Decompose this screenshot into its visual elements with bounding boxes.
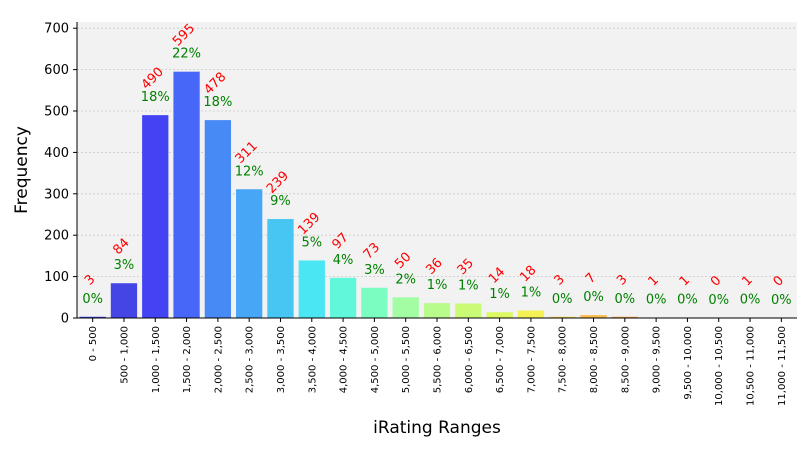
x-tick-label: 7,500 - 8,000	[558, 326, 569, 393]
x-axis-label: iRating Ranges	[373, 418, 501, 438]
percent-label: 4%	[333, 253, 354, 268]
percent-label: 5%	[301, 235, 322, 250]
bar	[486, 312, 513, 318]
x-tick-label: 6,500 - 7,000	[495, 326, 506, 393]
x-tick-label: 7,000 - 7,500	[526, 326, 537, 393]
bar	[298, 260, 325, 318]
percent-label: 0%	[82, 292, 103, 307]
x-tick-label: 6,000 - 6,500	[464, 326, 475, 393]
x-axis-ticks: 0 - 500 500 - 1,000 1,000 - 1,500 1,500 - 2…	[88, 318, 788, 406]
bar	[267, 219, 294, 318]
y-tick-label: 100	[44, 270, 69, 285]
percent-label: 0%	[740, 293, 761, 308]
y-tick-label: 200	[44, 229, 69, 244]
percent-label: 18%	[203, 95, 232, 110]
percent-label: 3%	[114, 258, 135, 273]
x-tick-label: 9,500 - 10,000	[683, 326, 694, 400]
y-tick-label: 700	[44, 22, 69, 37]
y-axis-label: Frequency	[12, 126, 32, 214]
percent-label: 0%	[708, 293, 729, 308]
x-tick-label: 10,500 - 11,000	[746, 326, 757, 406]
x-tick-label: 8,500 - 9,000	[620, 326, 631, 393]
bar	[361, 287, 388, 318]
percent-label: 1%	[521, 286, 542, 301]
bar	[455, 303, 482, 318]
percent-label: 0%	[552, 292, 573, 307]
bar	[611, 316, 638, 318]
x-tick-label: 0 - 500	[88, 326, 99, 361]
bar	[580, 315, 607, 318]
bar	[79, 316, 106, 318]
percent-label: 1%	[427, 278, 448, 293]
x-tick-label: 3,000 - 3,500	[276, 326, 287, 393]
percent-label: 1%	[458, 279, 479, 294]
x-tick-label: 4,500 - 5,000	[370, 326, 381, 393]
y-tick-label: 300	[44, 187, 69, 202]
x-tick-label: 5,500 - 6,000	[433, 326, 444, 393]
bar	[110, 283, 138, 318]
bar	[517, 310, 545, 318]
y-tick-label: 0	[61, 312, 69, 327]
bar	[173, 71, 200, 319]
y-tick-label: 600	[44, 63, 69, 78]
percent-label: 22%	[172, 47, 201, 62]
bar	[392, 297, 419, 318]
bar	[549, 316, 576, 318]
bars	[79, 71, 764, 319]
y-tick-label: 500	[44, 105, 69, 120]
x-tick-label: 500 - 1,000	[119, 326, 130, 384]
percent-label: 0%	[646, 293, 667, 308]
x-tick-label: 10,000 - 10,500	[714, 326, 725, 406]
percent-label: 0%	[583, 290, 604, 305]
y-tick-label: 400	[44, 146, 69, 161]
percent-label: 12%	[235, 164, 264, 179]
bar	[236, 189, 263, 318]
y-axis-ticks: 0 100 200 300 400 500 600 700	[44, 22, 77, 327]
x-tick-label: 3,500 - 4,000	[307, 326, 318, 393]
bar	[204, 120, 232, 318]
percent-label: 3%	[364, 263, 385, 278]
bar	[423, 303, 451, 318]
x-tick-label: 9,000 - 9,500	[652, 326, 663, 393]
x-tick-label: 2,500 - 3,000	[245, 326, 256, 393]
percent-label: 0%	[771, 293, 792, 308]
x-tick-label: 2,000 - 2,500	[213, 326, 224, 393]
x-tick-label: 11,000 - 11,500	[777, 326, 788, 406]
x-tick-label: 1,500 - 2,000	[182, 326, 193, 393]
percent-label: 9%	[270, 194, 291, 209]
percent-label: 0%	[677, 293, 698, 308]
percent-label: 1%	[489, 287, 510, 302]
percent-label: 2%	[395, 272, 416, 287]
x-tick-label: 1,000 - 1,500	[151, 326, 162, 393]
x-tick-label: 5,000 - 5,500	[401, 326, 412, 393]
x-tick-label: 8,000 - 8,500	[589, 326, 600, 393]
percent-label: 0%	[615, 292, 636, 307]
bar	[142, 115, 169, 318]
percent-label: 18%	[141, 90, 170, 105]
bar	[329, 277, 357, 318]
x-tick-label: 4,000 - 4,500	[339, 326, 350, 393]
